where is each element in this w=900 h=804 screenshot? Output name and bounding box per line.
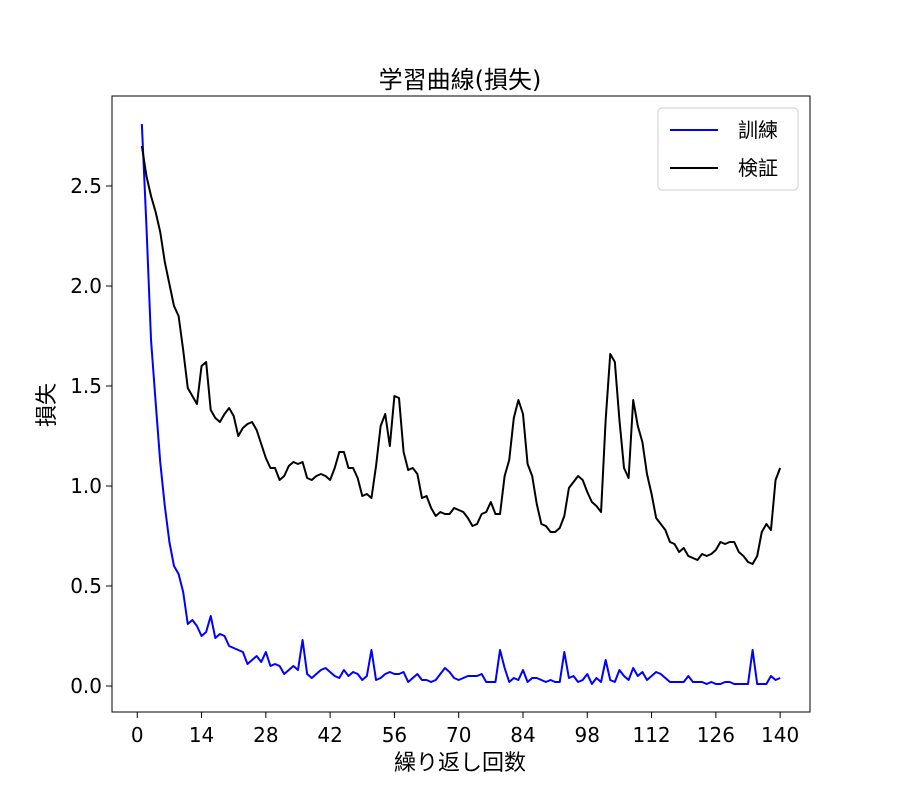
y-tick-label: 0.0 — [70, 674, 102, 698]
x-tick-label: 70 — [446, 723, 471, 747]
y-axis-label: 損失 — [35, 383, 60, 427]
x-tick-label: 0 — [131, 723, 144, 747]
y-tick-label: 2.0 — [70, 274, 102, 298]
x-tick-label: 126 — [697, 723, 735, 747]
x-tick-label: 98 — [575, 723, 600, 747]
x-tick-label: 112 — [632, 723, 670, 747]
x-tick-label: 56 — [382, 723, 407, 747]
y-tick-label: 1.0 — [70, 474, 102, 498]
x-tick-label: 14 — [189, 723, 214, 747]
x-tick-label: 28 — [253, 723, 278, 747]
y-tick-label: 0.5 — [70, 574, 102, 598]
x-tick-label: 42 — [317, 723, 342, 747]
chart-title: 学習曲線(損失) — [379, 66, 542, 94]
legend-label: 訓練 — [738, 118, 778, 142]
y-tick-label: 2.5 — [70, 174, 102, 198]
x-axis-label: 繰り返し回数 — [394, 751, 526, 776]
legend-label: 検証 — [738, 156, 778, 180]
x-tick-label: 84 — [510, 723, 535, 747]
x-tick-label: 140 — [761, 723, 799, 747]
y-tick-label: 1.5 — [70, 374, 102, 398]
